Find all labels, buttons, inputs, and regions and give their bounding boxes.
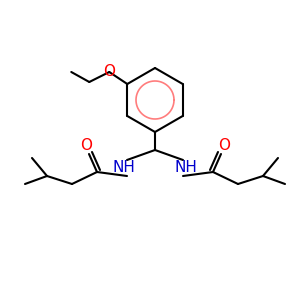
Text: NH: NH <box>112 160 135 175</box>
Text: O: O <box>103 64 115 80</box>
Text: NH: NH <box>175 160 197 175</box>
Text: O: O <box>218 139 230 154</box>
Text: O: O <box>80 139 92 154</box>
